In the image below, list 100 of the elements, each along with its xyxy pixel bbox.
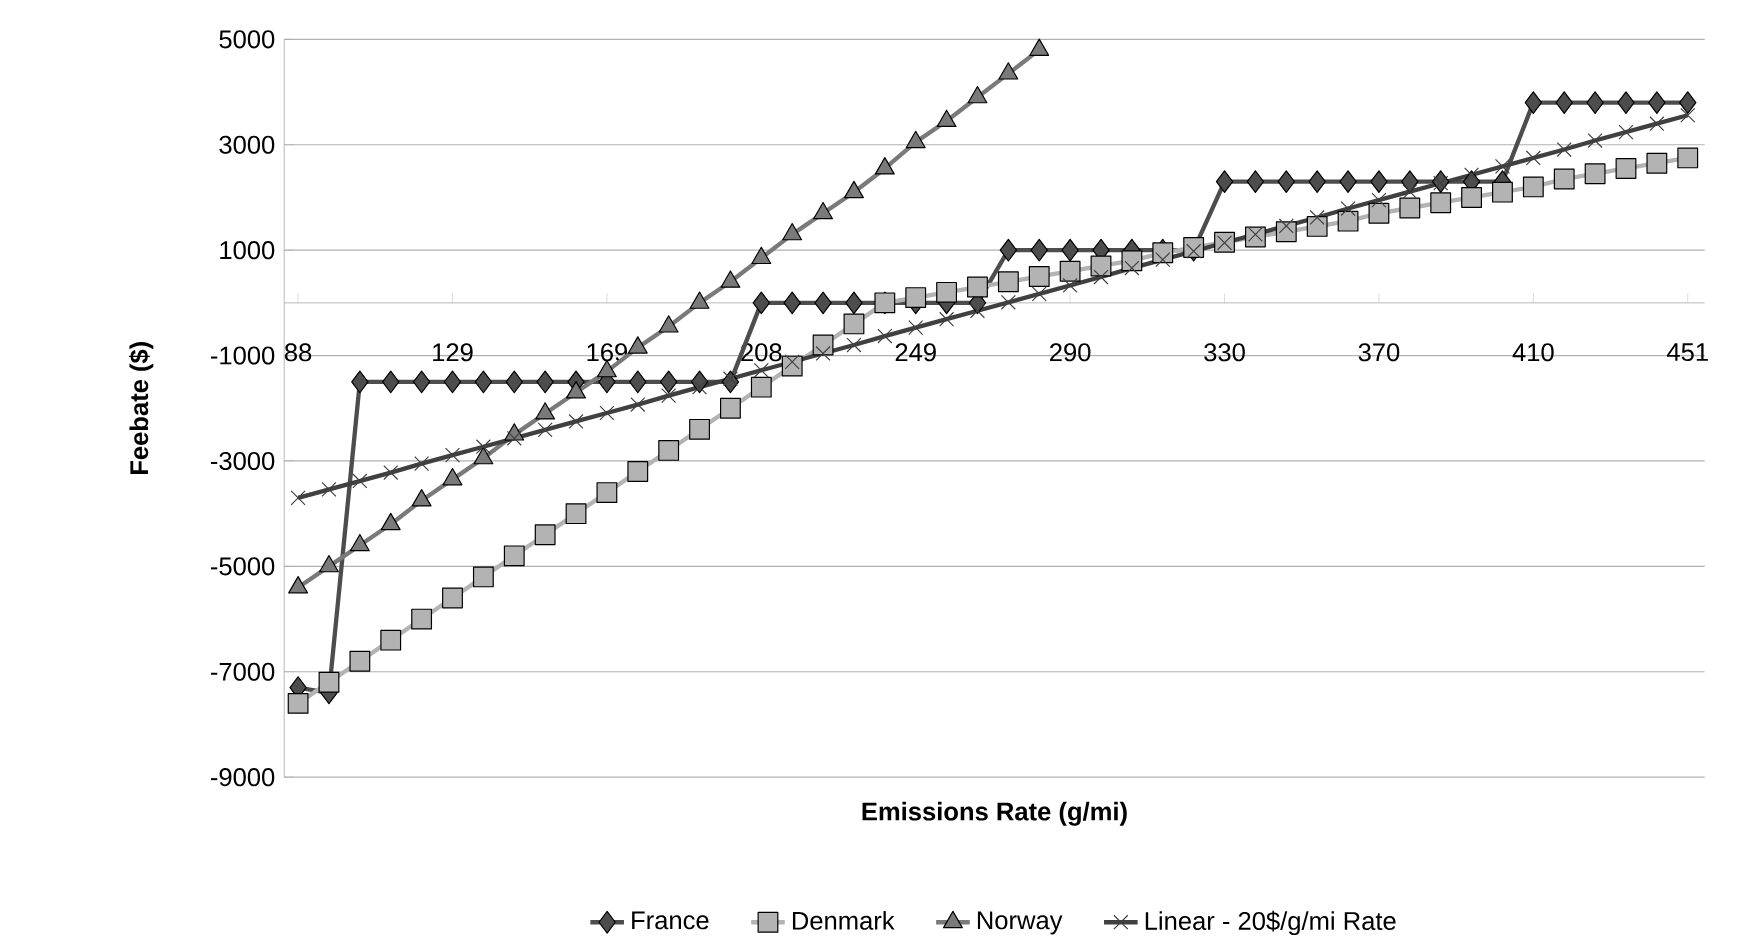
y-tick-label: -9000 <box>211 767 275 787</box>
point <box>1247 226 1263 242</box>
x-tick-label: 129 <box>433 343 473 362</box>
point <box>1306 215 1328 237</box>
point <box>781 355 803 377</box>
point <box>1339 170 1357 193</box>
point <box>1461 186 1482 208</box>
point <box>474 370 493 394</box>
point <box>1524 91 1543 114</box>
point <box>1062 277 1078 293</box>
legend-label: Denmark <box>792 910 895 930</box>
point <box>1584 163 1606 184</box>
point <box>905 286 927 308</box>
point <box>290 490 306 506</box>
point <box>1492 181 1513 203</box>
point <box>1646 152 1668 174</box>
point <box>661 387 677 403</box>
point <box>1186 243 1202 259</box>
x-tick-label: 290 <box>1050 343 1091 362</box>
x-axis-title: Emissions Rate (g/mi) <box>862 801 1127 826</box>
x-tick-label: 410 <box>1512 343 1554 362</box>
y-tick-label: -1000 <box>211 346 275 365</box>
point <box>1000 294 1016 310</box>
point <box>534 524 556 545</box>
y-tick-label: -5000 <box>211 557 275 576</box>
point <box>536 370 554 394</box>
point <box>444 447 461 463</box>
point <box>1278 218 1294 234</box>
point <box>1337 210 1359 232</box>
point <box>752 291 771 315</box>
x-tick-label: 249 <box>895 343 936 362</box>
point <box>908 319 924 335</box>
point <box>352 473 368 489</box>
point <box>1028 265 1050 287</box>
point <box>1556 141 1572 157</box>
point <box>720 397 741 419</box>
point <box>599 405 615 421</box>
point <box>1031 286 1047 302</box>
point <box>506 430 522 446</box>
point <box>349 650 371 672</box>
point <box>414 455 430 471</box>
point <box>1370 170 1388 193</box>
point <box>1617 91 1635 114</box>
y-tick-label: -7000 <box>211 662 275 681</box>
point <box>877 328 893 344</box>
point <box>1555 91 1573 114</box>
x-tick-label: 370 <box>1358 343 1400 362</box>
point <box>997 271 1019 293</box>
point <box>1093 269 1109 285</box>
point <box>568 413 584 429</box>
y-axis-title: Feebate ($) <box>129 341 154 474</box>
point <box>753 362 769 378</box>
point <box>1648 91 1666 114</box>
y-tick-label: 1000 <box>220 240 275 260</box>
point <box>969 303 986 319</box>
point <box>1433 175 1449 191</box>
point <box>1152 242 1174 264</box>
legend-label: Linear - 20$/g/mi Rate <box>1145 910 1396 935</box>
point <box>1061 238 1079 262</box>
point <box>845 291 863 315</box>
point <box>630 396 646 412</box>
point <box>659 370 678 394</box>
point <box>692 379 708 395</box>
point <box>442 587 463 609</box>
point <box>1090 255 1112 277</box>
point <box>1215 170 1234 193</box>
point <box>321 481 337 497</box>
point <box>1402 183 1418 200</box>
point <box>815 345 831 361</box>
point <box>382 370 400 394</box>
point <box>1155 251 1171 268</box>
point <box>1677 147 1699 169</box>
point <box>1587 132 1603 148</box>
point <box>843 313 865 335</box>
point <box>1340 200 1356 216</box>
point <box>380 629 402 651</box>
point <box>383 464 399 480</box>
point <box>1553 168 1575 190</box>
point <box>1525 150 1541 166</box>
x-tick-label: 88 <box>284 343 312 362</box>
point <box>443 370 462 394</box>
legend-label: France <box>632 911 709 930</box>
point <box>411 608 433 630</box>
point <box>1615 157 1637 179</box>
x-tick-label: 451 <box>1666 343 1708 361</box>
point <box>596 481 618 503</box>
point <box>1277 170 1295 193</box>
point <box>287 692 309 714</box>
point <box>537 422 553 438</box>
point <box>1124 260 1140 276</box>
point <box>351 370 369 394</box>
point <box>783 291 801 315</box>
point <box>1059 260 1081 282</box>
y-tick-label: -3000 <box>211 451 275 470</box>
point <box>658 439 680 461</box>
point <box>629 370 647 394</box>
point <box>475 439 491 455</box>
point <box>1308 170 1326 193</box>
y-tick-label: 3000 <box>219 135 275 154</box>
point <box>565 503 587 524</box>
